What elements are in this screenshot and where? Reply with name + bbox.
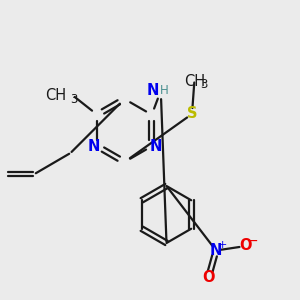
Text: O: O [202,270,215,285]
Text: N: N [147,83,159,98]
Text: S: S [187,106,197,122]
Text: 3: 3 [70,93,78,106]
Text: N: N [210,243,222,258]
Text: N: N [149,139,162,154]
Text: +: + [217,240,227,250]
Text: CH: CH [45,88,66,104]
Text: O: O [240,238,252,253]
Text: N: N [87,139,100,154]
Text: −: − [247,234,258,248]
Text: 3: 3 [200,78,208,91]
Text: H: H [160,84,169,97]
Text: CH: CH [184,74,205,88]
